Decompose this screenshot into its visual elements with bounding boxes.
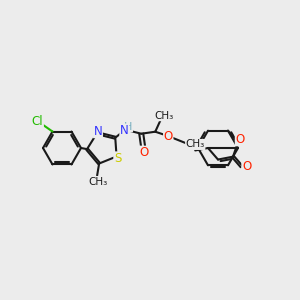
- Text: CH₃: CH₃: [186, 140, 205, 149]
- Text: CH₃: CH₃: [154, 111, 174, 121]
- Text: S: S: [114, 152, 121, 165]
- Text: O: O: [164, 130, 173, 143]
- Text: O: O: [236, 133, 244, 146]
- Text: H: H: [124, 122, 132, 132]
- Text: O: O: [140, 146, 149, 159]
- Text: Cl: Cl: [32, 115, 43, 128]
- Text: CH₃: CH₃: [88, 176, 108, 187]
- Text: N: N: [120, 124, 129, 137]
- Text: N: N: [94, 125, 102, 138]
- Text: O: O: [242, 160, 251, 173]
